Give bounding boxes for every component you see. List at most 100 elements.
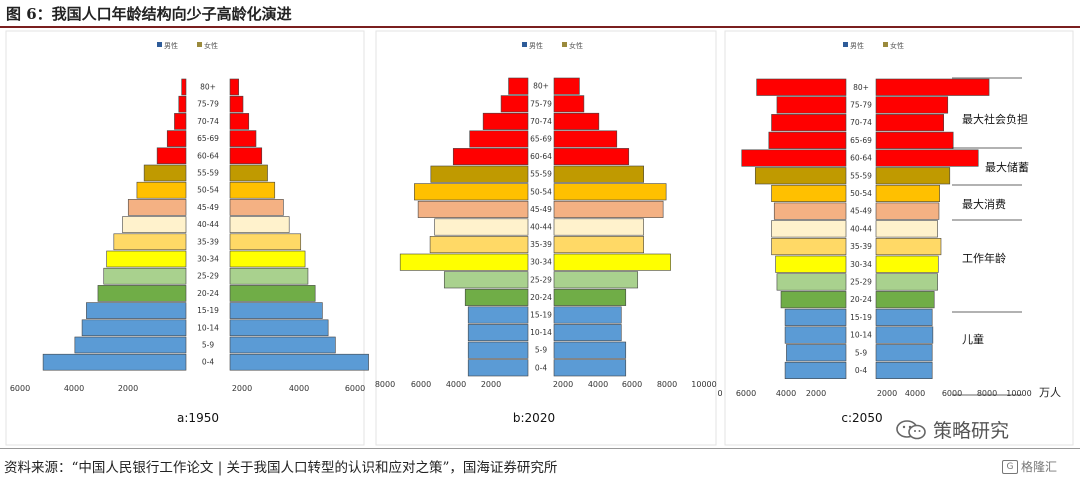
bar-female-80+ — [875, 78, 990, 96]
bar-female-5-9 — [229, 336, 336, 354]
age-label-0-4: 0-4 — [202, 358, 214, 367]
panel-caption: b:2020 — [513, 411, 555, 425]
bar-female-80+ — [229, 78, 239, 96]
x-tick-right: 10000 — [1006, 389, 1031, 398]
bar-male-70-74 — [482, 112, 529, 130]
age-label-75-79: 75-79 — [197, 100, 219, 109]
age-label-60-64: 60-64 — [850, 154, 872, 163]
age-label-75-79: 75-79 — [850, 100, 872, 109]
bar-female-25-29 — [229, 267, 309, 285]
age-label-10-14: 10-14 — [530, 328, 552, 337]
bar-female-10-14 — [553, 324, 622, 342]
bar-female-65-69 — [229, 130, 257, 147]
bar-female-55-59 — [553, 165, 644, 183]
bar-male-25-29 — [103, 267, 187, 285]
bar-male-50-54 — [136, 181, 187, 199]
footer-divider — [0, 448, 1080, 449]
x-tick-left: 2000 — [806, 389, 826, 398]
bar-female-45-49 — [229, 199, 284, 216]
age-label-5-9: 5-9 — [202, 341, 214, 350]
legend-label-female: 女性 — [569, 41, 583, 50]
legend-swatch-male — [157, 42, 162, 47]
bar-male-55-59 — [430, 165, 529, 183]
bar-female-25-29 — [875, 273, 938, 291]
bar-female-80+ — [553, 77, 580, 95]
bar-female-0-4 — [553, 359, 627, 377]
bar-male-65-69 — [768, 131, 847, 149]
bar-female-35-39 — [553, 236, 644, 254]
age-label-25-29: 25-29 — [850, 277, 872, 286]
legend-swatch-female — [562, 42, 567, 47]
site-watermark: G 格隆汇 — [1002, 458, 1057, 475]
legend-label-female: 女性 — [204, 41, 218, 50]
age-label-65-69: 65-69 — [197, 134, 219, 143]
age-label-50-54: 50-54 — [530, 187, 552, 196]
bar-female-65-69 — [875, 131, 954, 149]
bar-male-35-39 — [113, 233, 187, 251]
bar-female-15-19 — [229, 302, 323, 319]
bar-female-40-44 — [553, 218, 644, 236]
age-label-20-24: 20-24 — [197, 289, 219, 298]
bar-male-75-79 — [776, 96, 847, 114]
bar-female-30-34 — [229, 250, 306, 268]
age-label-65-69: 65-69 — [850, 136, 872, 145]
bar-female-40-44 — [229, 216, 290, 233]
x-tick-right: 10000 — [691, 380, 716, 389]
age-label-5-9: 5-9 — [855, 348, 867, 357]
bar-female-60-64 — [553, 148, 630, 166]
age-label-45-49: 45-49 — [850, 207, 872, 216]
x-tick-right: 4000 — [289, 384, 309, 393]
bar-female-20-24 — [875, 291, 935, 309]
bar-male-45-49 — [127, 199, 187, 216]
bar-male-10-14 — [81, 319, 187, 337]
bar-male-60-64 — [156, 147, 187, 165]
x-tick-left: 4000 — [446, 380, 466, 389]
unit-label: 万人 — [1039, 386, 1061, 399]
age-label-30-34: 30-34 — [197, 255, 219, 264]
bar-male-55-59 — [754, 167, 847, 185]
age-label-75-79: 75-79 — [530, 99, 552, 108]
age-label-15-19: 15-19 — [530, 311, 552, 320]
bar-female-30-34 — [553, 253, 671, 271]
age-label-35-39: 35-39 — [850, 242, 872, 251]
bar-female-75-79 — [553, 95, 585, 113]
bar-male-15-19 — [467, 306, 529, 324]
x-tick-right: 6000 — [942, 389, 962, 398]
bar-male-60-64 — [741, 149, 847, 167]
x-tick-right: 2000 — [553, 380, 573, 389]
annotation-label: 儿童 — [962, 332, 984, 346]
bar-female-20-24 — [553, 288, 627, 306]
bar-male-40-44 — [434, 218, 529, 236]
bar-male-60-64 — [452, 148, 529, 166]
bar-male-35-39 — [429, 236, 529, 254]
bar-female-30-34 — [875, 255, 939, 273]
age-label-40-44: 40-44 — [850, 224, 872, 233]
x-tick-left: 2000 — [481, 380, 501, 389]
bar-male-50-54 — [771, 184, 847, 202]
bar-female-75-79 — [229, 95, 244, 113]
age-label-55-59: 55-59 — [850, 171, 872, 180]
age-label-20-24: 20-24 — [530, 293, 552, 302]
age-label-60-64: 60-64 — [530, 152, 552, 161]
bar-female-75-79 — [875, 96, 949, 114]
x-tick-right: 6000 — [622, 380, 642, 389]
bar-female-45-49 — [875, 202, 940, 220]
age-label-30-34: 30-34 — [850, 260, 872, 269]
x-tick-left: 6000 — [10, 384, 30, 393]
x-tick-right: 8000 — [977, 389, 997, 398]
age-label-70-74: 70-74 — [197, 117, 219, 126]
bar-male-30-34 — [775, 255, 847, 273]
page-title: 图 6：我国人口年龄结构向少子高龄化演进 — [6, 5, 292, 23]
age-label-70-74: 70-74 — [850, 118, 872, 127]
bar-female-65-69 — [553, 130, 618, 148]
title-divider — [0, 26, 1080, 28]
legend-swatch-female — [883, 42, 888, 47]
bar-male-65-69 — [166, 130, 187, 147]
bar-male-20-24 — [780, 291, 847, 309]
age-label-10-14: 10-14 — [850, 331, 872, 340]
annotation-label: 最大社会负担 — [962, 112, 1028, 126]
legend-label-male: 男性 — [164, 41, 178, 50]
bar-male-15-19 — [784, 308, 847, 326]
bar-female-0-4 — [875, 361, 933, 380]
bar-male-70-74 — [771, 114, 847, 132]
